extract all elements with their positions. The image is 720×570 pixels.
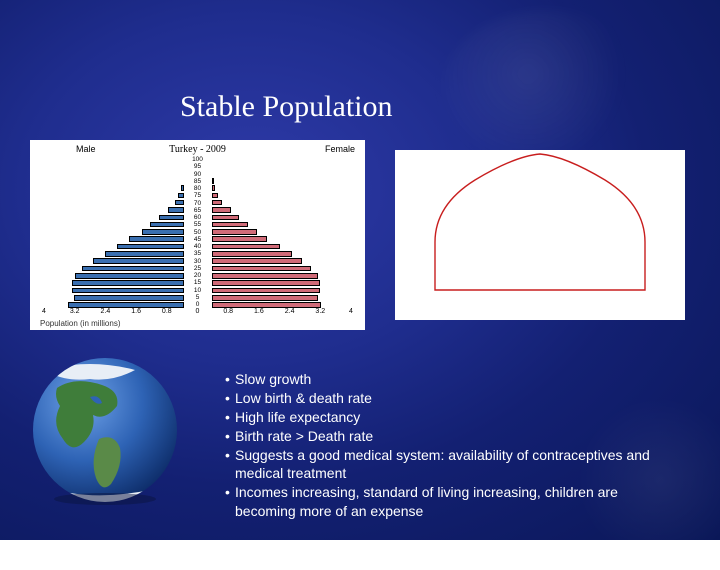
chart-female-label: Female: [325, 144, 355, 154]
slide: Stable Population Turkey - 2009 Male Fem…: [0, 0, 720, 540]
pyramid-bar: [117, 244, 183, 250]
pyramid-bar: [175, 200, 184, 206]
x-tick: 2.4: [285, 308, 295, 315]
chart-x-axis: 4 3.2 2.4 1.6 0.8 0 0.8 1.6 2.4 3.2 4: [44, 308, 351, 318]
pyramid-bar: [212, 258, 303, 264]
bullet-text: Suggests a good medical system: availabi…: [235, 446, 680, 484]
pyramid-bar: [212, 302, 322, 308]
chart-female-bars: [212, 156, 352, 308]
bullet-dot: •: [225, 483, 235, 521]
x-tick: 1.6: [131, 308, 141, 315]
x-tick: 0.8: [223, 308, 233, 315]
pyramid-bar: [142, 229, 184, 235]
pyramid-bar: [72, 288, 184, 294]
pyramid-bar: [212, 222, 249, 228]
pyramid-bar: [178, 193, 183, 199]
pyramid-bar: [129, 236, 183, 242]
pyramid-bar: [212, 251, 292, 257]
bullet-dot: •: [225, 370, 235, 389]
pyramid-bar: [93, 258, 184, 264]
x-tick: 4: [42, 308, 46, 315]
bullet-item: • Birth rate > Death rate: [225, 427, 680, 446]
bullet-text: High life expectancy: [235, 408, 360, 427]
pyramid-bar: [82, 266, 183, 272]
globe-image: [30, 355, 180, 505]
bullet-dot: •: [225, 446, 235, 484]
chart-male-bars: [44, 156, 184, 308]
pyramid-bar: [212, 200, 222, 206]
pyramid-bar: [181, 185, 184, 191]
globe-shadow: [54, 493, 156, 505]
pyramid-bar: [168, 207, 184, 213]
bullet-item: • Low birth & death rate: [225, 389, 680, 408]
shape-outline-panel: [395, 150, 685, 320]
pyramid-bar: [212, 229, 257, 235]
bullet-dot: •: [225, 389, 235, 408]
chart-bars-area: [44, 156, 351, 308]
pyramid-bar: [159, 215, 183, 221]
pyramid-bar: [150, 222, 183, 228]
x-tick: 0: [196, 308, 200, 315]
pyramid-bar: [212, 288, 320, 294]
pyramid-bar: [105, 251, 183, 257]
slide-title: Stable Population: [180, 90, 393, 124]
shape-outline-svg: [395, 150, 685, 320]
pyramid-bar: [75, 273, 183, 279]
chart-x-label: Population (in millions): [40, 319, 120, 328]
bullet-text: Low birth & death rate: [235, 389, 372, 408]
bullet-text: Birth rate > Death rate: [235, 427, 373, 446]
x-tick: 0.8: [162, 308, 172, 315]
bullet-dot: •: [225, 427, 235, 446]
bullet-text: Slow growth: [235, 370, 311, 389]
pyramid-bar: [212, 193, 218, 199]
bullet-item: • Incomes increasing, standard of living…: [225, 483, 680, 521]
stable-shape-path: [435, 154, 645, 290]
bullet-item: • Suggests a good medical system: availa…: [225, 446, 680, 484]
pyramid-bar: [212, 215, 240, 221]
pyramid-bar: [212, 280, 320, 286]
bullet-text: Incomes increasing, standard of living i…: [235, 483, 680, 521]
pyramid-bar: [68, 302, 183, 308]
x-tick: 3.2: [70, 308, 80, 315]
bullet-dot: •: [225, 408, 235, 427]
bullet-item: • Slow growth: [225, 370, 680, 389]
chart-male-label: Male: [76, 144, 96, 154]
pyramid-bar: [72, 280, 184, 286]
x-tick: 3.2: [315, 308, 325, 315]
pyramid-bar: [212, 185, 215, 191]
pyramid-bar: [212, 178, 214, 184]
pyramid-bar: [212, 207, 231, 213]
pyramid-bar: [212, 273, 318, 279]
x-tick: 1.6: [254, 308, 264, 315]
x-tick: 4: [349, 308, 353, 315]
pyramid-bar: [74, 295, 184, 301]
pyramid-chart: Turkey - 2009 Male Female 10095908580757…: [30, 140, 365, 330]
bullet-item: • High life expectancy: [225, 408, 680, 427]
pyramid-bar: [212, 236, 268, 242]
pyramid-bar: [212, 266, 311, 272]
pyramid-bar: [212, 244, 280, 250]
bullet-list: • Slow growth• Low birth & death rate• H…: [225, 370, 680, 521]
pyramid-bar: [212, 295, 318, 301]
x-tick: 2.4: [101, 308, 111, 315]
